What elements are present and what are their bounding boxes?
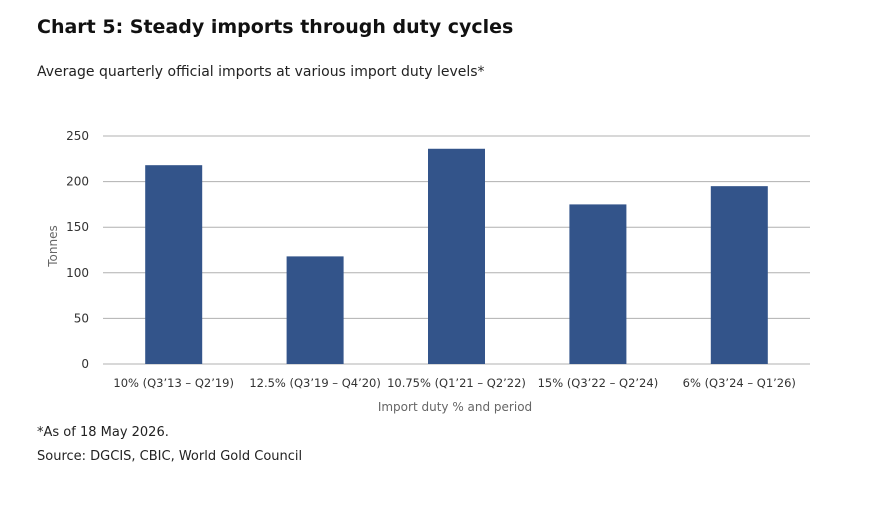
x-category-label: 12.5% (Q3’19 – Q4’20) xyxy=(249,376,381,390)
y-tick-label: 100 xyxy=(66,266,89,280)
x-category-label: 10.75% (Q1’21 – Q2’22) xyxy=(387,376,526,390)
y-tick-label: 250 xyxy=(66,129,89,143)
source-note: Source: DGCIS, CBIC, World Gold Council xyxy=(37,449,303,464)
bar-chart: 0 50 100 150 200 250 10% (Q3’13 – Q2’19) 12.5%… xyxy=(46,129,810,414)
chart-subtitle: Average quarterly official imports at va… xyxy=(37,64,485,80)
bar xyxy=(145,165,203,364)
bar xyxy=(569,204,627,364)
footnote: *As of 18 May 2026. xyxy=(37,425,169,440)
x-category-label: 15% (Q3’22 – Q2’24) xyxy=(538,376,659,390)
x-axis-label: Import duty % and period xyxy=(378,400,532,414)
y-tick-label: 50 xyxy=(74,311,89,325)
y-tick-label: 200 xyxy=(66,175,89,189)
x-category-label: 6% (Q3’24 – Q1’26) xyxy=(683,376,796,390)
chart-title: Chart 5: Steady imports through duty cyc… xyxy=(37,16,514,38)
bars xyxy=(145,148,768,364)
y-tick-label: 0 xyxy=(81,357,89,371)
bar xyxy=(710,186,768,364)
y-axis-label: Tonnes xyxy=(46,225,60,267)
y-tick-label: 150 xyxy=(66,220,89,234)
y-tick-labels: 0 50 100 150 200 250 xyxy=(66,129,89,371)
x-category-labels: 10% (Q3’13 – Q2’19) 12.5% (Q3’19 – Q4’20)… xyxy=(113,376,796,390)
bar xyxy=(428,148,485,364)
x-category-label: 10% (Q3’13 – Q2’19) xyxy=(113,376,234,390)
bar xyxy=(286,256,344,364)
